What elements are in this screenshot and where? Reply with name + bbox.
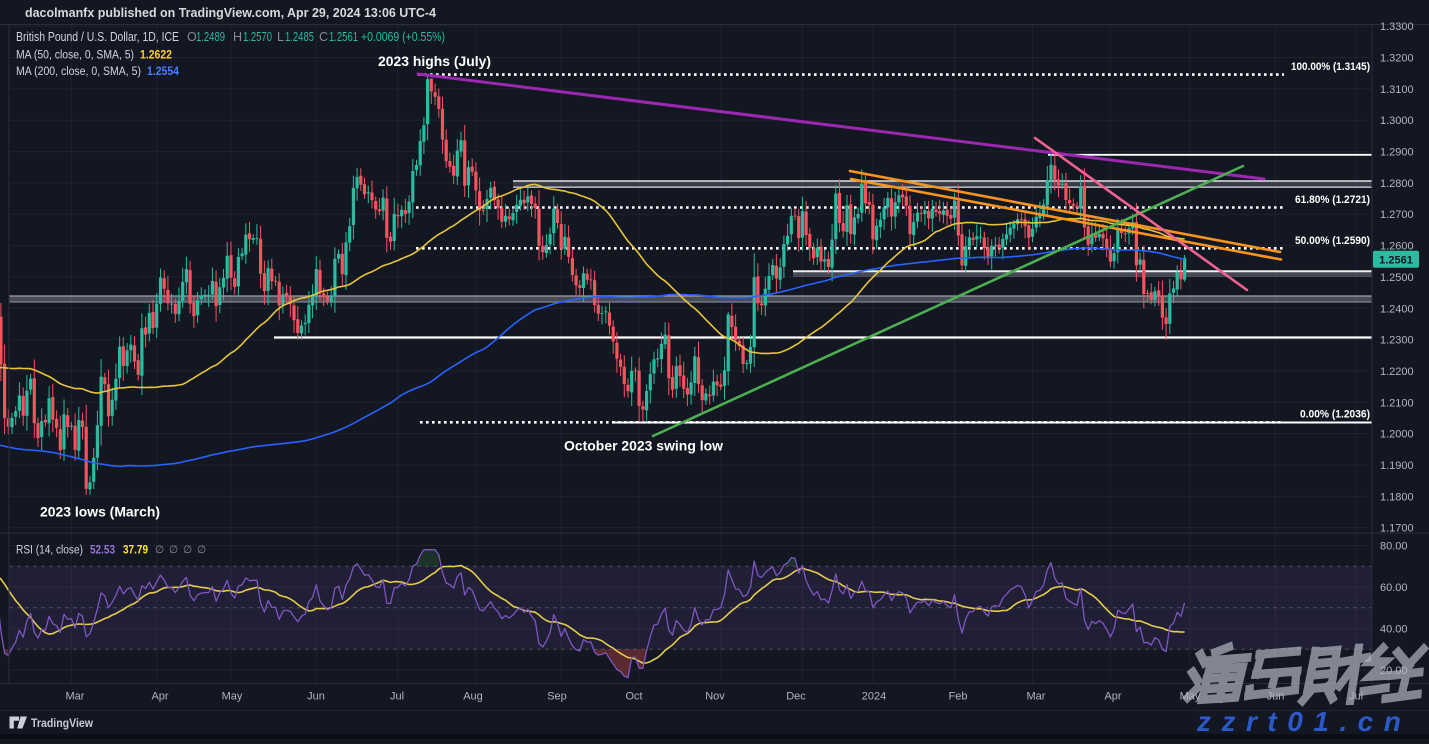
svg-text:MA (50, close, 0, SMA, 5): MA (50, close, 0, SMA, 5) bbox=[16, 50, 134, 62]
svg-text:80.00: 80.00 bbox=[1380, 541, 1408, 553]
svg-text:52.53: 52.53 bbox=[90, 545, 115, 557]
svg-text:1.2900: 1.2900 bbox=[1380, 147, 1414, 159]
svg-text:61.80% (1.2721): 61.80% (1.2721) bbox=[1295, 194, 1370, 206]
svg-text:RSI (14, close): RSI (14, close) bbox=[16, 545, 83, 557]
svg-text:1.2100: 1.2100 bbox=[1380, 397, 1414, 409]
svg-text:dacolmanfx published on Tradin: dacolmanfx published on TradingView.com,… bbox=[25, 6, 436, 20]
svg-text:2023 highs (July): 2023 highs (July) bbox=[378, 53, 491, 69]
svg-text:L: L bbox=[277, 30, 284, 44]
svg-text:1.2000: 1.2000 bbox=[1380, 429, 1414, 441]
svg-text:40.00: 40.00 bbox=[1380, 624, 1408, 636]
svg-text:Apr: Apr bbox=[151, 691, 168, 703]
svg-text:Apr: Apr bbox=[1104, 691, 1121, 703]
svg-text:1.2489: 1.2489 bbox=[196, 30, 225, 44]
svg-text:1.2570: 1.2570 bbox=[243, 30, 272, 44]
svg-text:1.2700: 1.2700 bbox=[1380, 209, 1414, 221]
svg-text:Jul: Jul bbox=[390, 691, 404, 703]
svg-text:1.2500: 1.2500 bbox=[1380, 272, 1414, 284]
svg-text:1.2300: 1.2300 bbox=[1380, 335, 1414, 347]
svg-text:1.2600: 1.2600 bbox=[1380, 241, 1414, 253]
svg-text:MA (200, close, 0, SMA, 5): MA (200, close, 0, SMA, 5) bbox=[16, 66, 141, 78]
svg-text:1.2622: 1.2622 bbox=[140, 50, 172, 62]
svg-text:October 2023 swing low: October 2023 swing low bbox=[564, 438, 723, 454]
svg-text:1.2800: 1.2800 bbox=[1380, 178, 1414, 190]
svg-text:∅: ∅ bbox=[183, 544, 192, 556]
svg-text:1.2561: 1.2561 bbox=[1379, 254, 1413, 266]
svg-text:1.3200: 1.3200 bbox=[1380, 53, 1414, 65]
svg-text:0.00% (1.2036): 0.00% (1.2036) bbox=[1300, 409, 1370, 421]
svg-text:British Pound / U.S. Dollar, 1: British Pound / U.S. Dollar, 1D, ICE bbox=[16, 30, 179, 44]
svg-text:Dec: Dec bbox=[786, 691, 806, 703]
svg-text:Nov: Nov bbox=[705, 691, 725, 703]
svg-text:1.3100: 1.3100 bbox=[1380, 84, 1414, 96]
svg-text:∅: ∅ bbox=[155, 544, 164, 556]
svg-text:zzrt01.cn: zzrt01.cn bbox=[1196, 706, 1411, 737]
svg-text:Mar: Mar bbox=[66, 691, 85, 703]
svg-text:1.1700: 1.1700 bbox=[1380, 523, 1414, 535]
svg-text:H: H bbox=[233, 30, 242, 44]
svg-text:1.3000: 1.3000 bbox=[1380, 115, 1414, 127]
svg-text:1.2200: 1.2200 bbox=[1380, 366, 1414, 378]
svg-text:Sep: Sep bbox=[547, 691, 567, 703]
svg-text:100.00% (1.3145): 100.00% (1.3145) bbox=[1291, 61, 1370, 73]
svg-text:1.2554: 1.2554 bbox=[147, 66, 180, 78]
svg-text:50.00% (1.2590): 50.00% (1.2590) bbox=[1295, 235, 1370, 247]
svg-text:May: May bbox=[222, 691, 243, 703]
svg-text:∅: ∅ bbox=[169, 544, 178, 556]
svg-text:2023 lows (March): 2023 lows (March) bbox=[40, 504, 160, 520]
svg-text:1.1900: 1.1900 bbox=[1380, 460, 1414, 472]
svg-text:1.2561: 1.2561 bbox=[329, 30, 358, 44]
svg-text:∅: ∅ bbox=[197, 544, 206, 556]
svg-text:Mar: Mar bbox=[1027, 691, 1046, 703]
svg-text:Jun: Jun bbox=[307, 691, 325, 703]
svg-text:+0.0069 (+0.55%): +0.0069 (+0.55%) bbox=[361, 30, 445, 44]
svg-text:Oct: Oct bbox=[625, 691, 642, 703]
svg-text:1.1800: 1.1800 bbox=[1380, 491, 1414, 503]
svg-text:1.3300: 1.3300 bbox=[1380, 21, 1414, 33]
svg-text:1.2400: 1.2400 bbox=[1380, 303, 1414, 315]
svg-text:Feb: Feb bbox=[949, 691, 968, 703]
svg-text:C: C bbox=[319, 30, 328, 44]
svg-text:O: O bbox=[187, 30, 197, 44]
svg-text:2024: 2024 bbox=[862, 691, 886, 703]
svg-text:Aug: Aug bbox=[463, 691, 483, 703]
svg-text:60.00: 60.00 bbox=[1380, 582, 1408, 594]
svg-text:TradingView: TradingView bbox=[31, 716, 94, 730]
svg-text:37.79: 37.79 bbox=[123, 545, 148, 557]
svg-text:1.2485: 1.2485 bbox=[285, 30, 314, 44]
